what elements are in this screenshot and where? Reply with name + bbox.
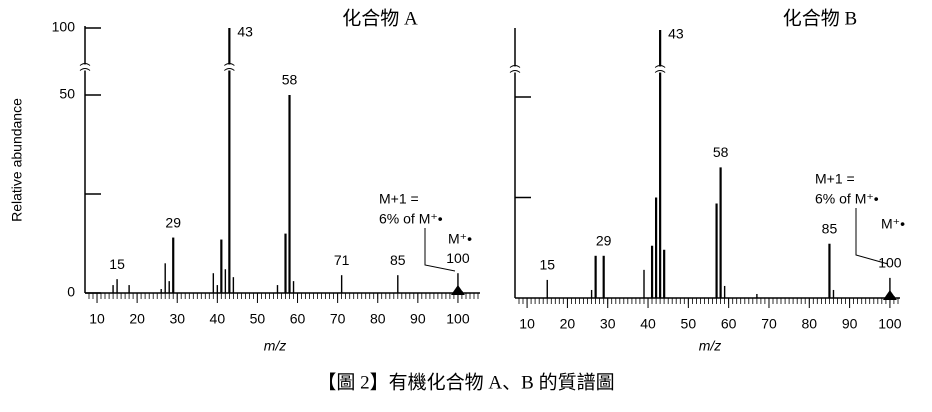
axis-break-gap (510, 66, 520, 73)
annotation: 6% of M⁺• (815, 191, 879, 207)
x-tick-label: 100 (878, 316, 902, 332)
annotation: M+1 = (815, 171, 855, 187)
peak-label: 43 (668, 26, 684, 42)
y-axis-label: Relative abundance (9, 98, 25, 222)
annotation: M⁺• (448, 231, 472, 247)
x-tick-label: 60 (721, 316, 737, 332)
x-tick-label: 20 (560, 316, 576, 332)
x-tick-label: 10 (89, 311, 105, 327)
x-tick-label: 30 (169, 311, 185, 327)
x-axis-label: m/z (699, 338, 722, 354)
x-tick-label: 70 (330, 311, 346, 327)
molecular-ion-marker (450, 285, 465, 295)
axis-break (509, 65, 521, 73)
y-tick-label: 100 (52, 19, 76, 35)
peak-label: 85 (390, 252, 406, 268)
axis-break-gap (80, 64, 90, 71)
axis-break (79, 63, 91, 71)
peak-label: 43 (237, 24, 253, 40)
peak-label: 85 (822, 220, 838, 236)
peak-label: 71 (334, 252, 350, 268)
caption: 【圖 2】有機化合物 A、B 的質譜圖 (317, 371, 614, 393)
annotation-leader (855, 208, 889, 265)
annotation-leader (424, 228, 456, 272)
minor-ticks (88, 293, 479, 299)
peak-break (654, 65, 666, 73)
x-tick-label: 40 (640, 316, 656, 332)
peak-label: 58 (282, 72, 298, 88)
minor-ticks (518, 298, 899, 304)
peak-label: 15 (109, 256, 125, 272)
x-tick-label: 20 (129, 311, 145, 327)
x-tick-label: 100 (446, 311, 470, 327)
y-tick-label: 0 (67, 284, 75, 300)
peak-label: 15 (539, 257, 555, 273)
peak-label: 29 (596, 232, 612, 248)
peak-label: 29 (165, 214, 181, 230)
annotation: M+1 = (379, 191, 419, 207)
x-tick-label: 60 (290, 311, 306, 327)
x-tick-label: 40 (210, 311, 226, 327)
peak-break (224, 63, 235, 71)
y-tick-label: 50 (59, 86, 75, 102)
annotation: M⁺• (881, 216, 905, 232)
x-tick-label: 10 (519, 316, 535, 332)
annotation: 6% of M⁺• (379, 211, 443, 227)
peak-label: 58 (713, 144, 729, 160)
x-tick-label: 90 (410, 311, 426, 327)
chart-title: 化合物 A (342, 7, 418, 29)
x-axis-label: m/z (264, 338, 287, 354)
x-tick-label: 90 (842, 316, 858, 332)
peak-break-gap (655, 66, 666, 73)
x-tick-label: 50 (681, 316, 697, 332)
chart-title: 化合物 B (783, 7, 857, 29)
molecular-ion-marker (882, 290, 897, 300)
peak-label: 100 (446, 250, 470, 266)
x-tick-label: 30 (600, 316, 616, 332)
x-tick-label: 70 (761, 316, 777, 332)
x-tick-label: 50 (250, 311, 266, 327)
peak-break-gap (224, 64, 235, 71)
peak-label: 100 (878, 255, 902, 271)
x-tick-label: 80 (370, 311, 386, 327)
x-tick-label: 80 (802, 316, 818, 332)
